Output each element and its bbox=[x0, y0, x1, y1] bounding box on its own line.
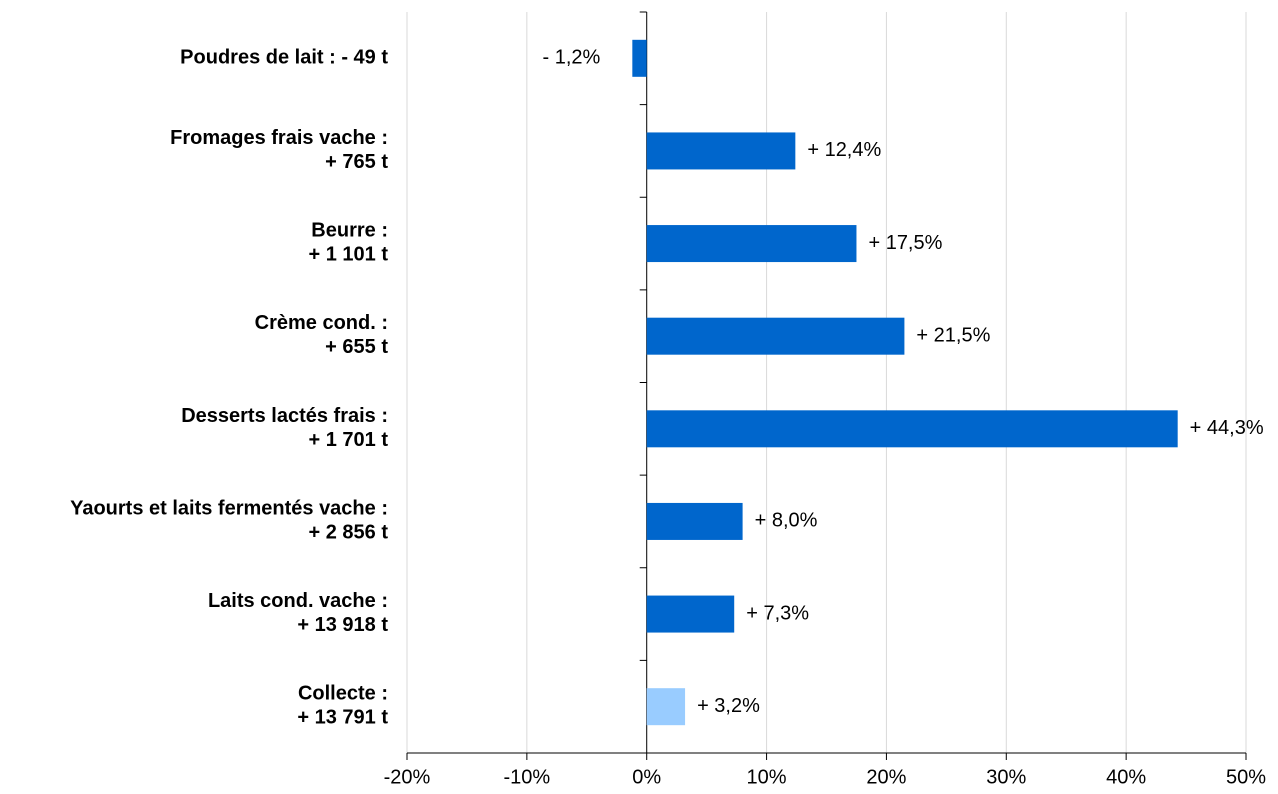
value-label: + 17,5% bbox=[868, 232, 942, 254]
x-tick-label: 40% bbox=[1106, 766, 1146, 788]
category-label: Beurre : + 1 101 t bbox=[308, 220, 388, 266]
category-label-line: Fromages frais vache : bbox=[170, 127, 388, 149]
bar bbox=[646, 317, 905, 355]
value-label: + 12,4% bbox=[807, 139, 881, 161]
category-label-line: Collecte : bbox=[298, 683, 388, 705]
bar bbox=[646, 132, 796, 170]
category-label: Fromages frais vache : + 765 t bbox=[170, 127, 388, 173]
category-label: Poudres de lait : - 49 t bbox=[180, 47, 388, 69]
category-label: Collecte : + 13 791 t bbox=[297, 683, 388, 729]
category-label: Laits cond. vache : + 13 918 t bbox=[208, 590, 388, 636]
category-label-line: Crème cond. : bbox=[255, 312, 388, 334]
x-tick-label: -10% bbox=[504, 766, 551, 788]
value-label: + 7,3% bbox=[746, 602, 809, 624]
x-tick-label: 0% bbox=[632, 766, 661, 788]
x-tick-label: -20% bbox=[384, 766, 431, 788]
category-label-line: Poudres de lait : - 49 t bbox=[180, 47, 388, 69]
bar bbox=[646, 688, 686, 726]
value-label: + 8,0% bbox=[755, 510, 818, 532]
category-label-line: + 2 856 t bbox=[308, 522, 388, 544]
category-label-line: Laits cond. vache : bbox=[208, 590, 388, 612]
category-label-line: + 765 t bbox=[325, 151, 388, 173]
category-label: Yaourts et laits fermentés vache : + 2 85… bbox=[70, 498, 388, 544]
category-label: Desserts lactés frais : + 1 701 t bbox=[181, 405, 388, 451]
category-label-line: + 655 t bbox=[325, 336, 388, 358]
value-label: + 44,3% bbox=[1190, 417, 1264, 439]
category-label-line: + 13 918 t bbox=[297, 614, 388, 636]
bar bbox=[646, 595, 735, 633]
category-label-line: + 13 791 t bbox=[297, 707, 388, 729]
bar bbox=[646, 502, 743, 540]
category-label-line: Beurre : bbox=[311, 220, 388, 242]
x-tick-label: 10% bbox=[747, 766, 787, 788]
bar bbox=[646, 410, 1178, 448]
value-label: + 3,2% bbox=[697, 695, 760, 717]
value-label: + 21,5% bbox=[916, 324, 990, 346]
category-label: Crème cond. : + 655 t bbox=[255, 312, 389, 358]
x-tick-label: 50% bbox=[1226, 766, 1266, 788]
x-tick-label: 20% bbox=[866, 766, 906, 788]
value-label: - 1,2% bbox=[543, 47, 601, 69]
category-label-line: Yaourts et laits fermentés vache : bbox=[70, 498, 388, 520]
category-label-line: + 1 701 t bbox=[308, 429, 388, 451]
bar bbox=[632, 39, 647, 77]
bar bbox=[646, 225, 857, 263]
category-label-line: + 1 101 t bbox=[308, 244, 388, 266]
category-label-line: Desserts lactés frais : bbox=[181, 405, 388, 427]
x-tick-label: 30% bbox=[986, 766, 1026, 788]
